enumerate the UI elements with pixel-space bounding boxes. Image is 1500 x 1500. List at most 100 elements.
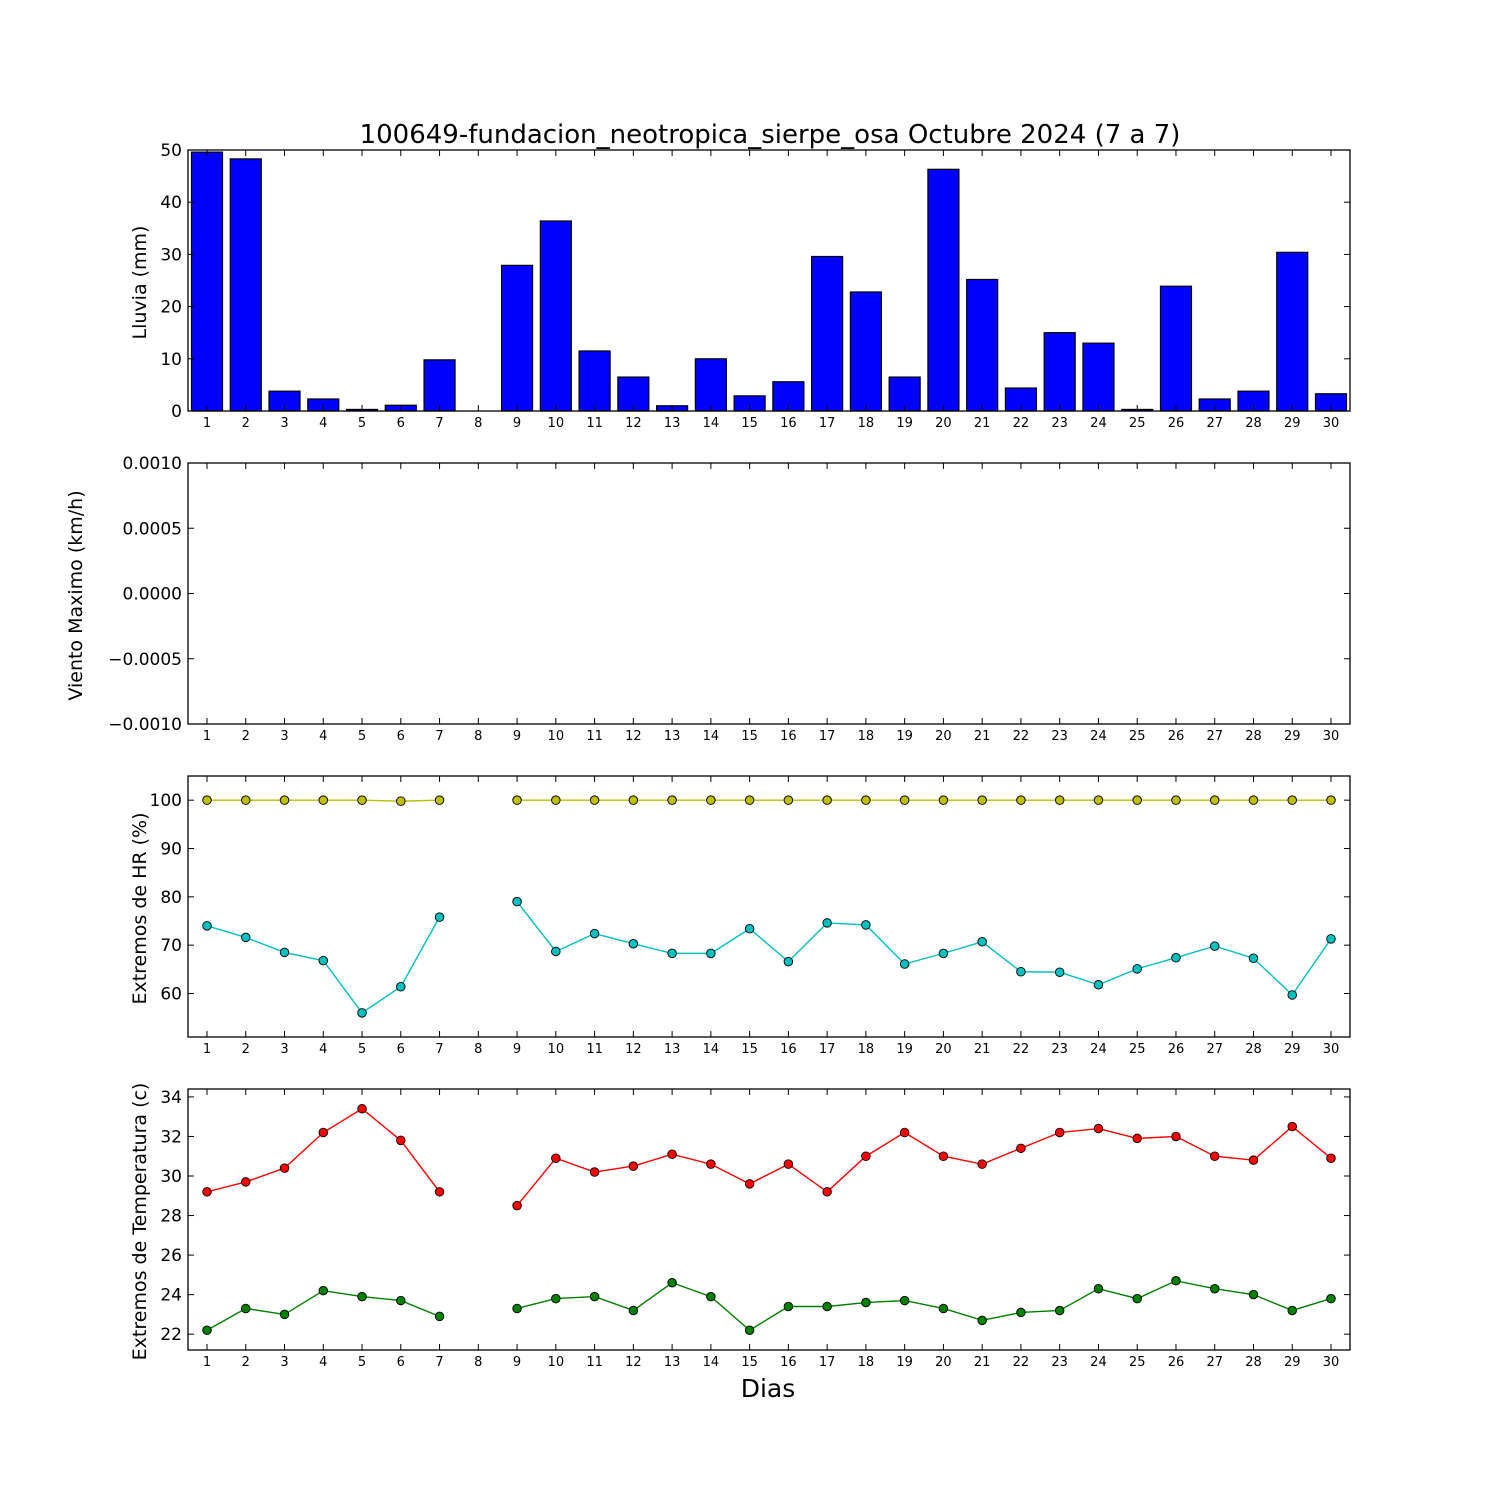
rain-y-tick-label: 50 [160, 141, 182, 161]
humidity-x-tick-label: 29 [1284, 1042, 1301, 1057]
rain-x-tick-label: 26 [1168, 416, 1185, 431]
temperature-x-tick-label: 22 [1013, 1355, 1030, 1370]
humidity-y-tick-label: 70 [160, 936, 182, 956]
humidity-max-point [512, 795, 522, 805]
temperature-x-tick-label: 19 [896, 1355, 913, 1370]
humidity-min-point [512, 896, 522, 907]
temperature-max-point [279, 1163, 290, 1173]
humidity-min-point [1287, 990, 1297, 1000]
humidity-min-point [706, 948, 716, 959]
temperature-min-point [1171, 1276, 1181, 1286]
humidity-x-tick-label: 10 [548, 1042, 565, 1057]
temperature-x-tick-label: 9 [513, 1355, 521, 1370]
rain-y-axis-label: Lluvia (mm) [129, 226, 151, 340]
humidity-min-point [434, 912, 445, 922]
rain-x-tick-label: 7 [435, 416, 443, 431]
humidity-x-tick-label: 22 [1013, 1042, 1030, 1057]
humidity-min-point [1326, 934, 1336, 944]
temperature-x-tick-label: 3 [280, 1355, 288, 1370]
temperature-max-point [434, 1187, 445, 1197]
temperature-max-point [899, 1127, 910, 1138]
humidity-max-point [279, 795, 290, 805]
temperature-x-tick-label: 7 [435, 1355, 443, 1370]
wind-y-tick-label: 0.0010 [123, 454, 182, 474]
humidity-panel: 1 2 3 4 5 6 7 8 9 10 11 12 13 14 15 16 17 18 19 20 21 22 23 24 2… [129, 775, 1351, 1057]
temperature-max-point [744, 1179, 755, 1189]
rain-x-tick-label: 22 [1013, 416, 1030, 431]
temperature-y-tick-label: 34 [160, 1088, 182, 1108]
wind-x-tick-label: 21 [974, 729, 991, 744]
temperature-x-tick-label: 5 [358, 1355, 366, 1370]
wind-x-tick-label: 23 [1051, 729, 1068, 744]
humidity-x-tick-label: 13 [664, 1042, 681, 1057]
humidity-x-tick-label: 30 [1323, 1042, 1340, 1057]
humidity-min-point [1016, 967, 1026, 977]
temperature-max-point [551, 1153, 561, 1163]
humidity-max-point [1016, 795, 1026, 805]
humidity-max-point [1326, 795, 1336, 805]
temperature-x-tick-label: 27 [1206, 1355, 1223, 1370]
temperature-y-tick-label: 28 [160, 1207, 182, 1227]
temperature-x-tick-label: 16 [780, 1355, 797, 1370]
rain-x-tick-label: 24 [1090, 416, 1107, 431]
humidity-max-point [1132, 795, 1142, 805]
rain-x-tick-label: 15 [741, 416, 758, 431]
humidity-y-tick-label: 60 [160, 985, 182, 1005]
wind-x-tick-label: 11 [586, 729, 603, 744]
rain-x-tick-label: 17 [819, 416, 836, 431]
wind-x-tick-label: 10 [548, 729, 565, 744]
temperature-min-point [1016, 1307, 1026, 1318]
humidity-max-point [861, 795, 871, 805]
humidity-y-axis-label: Extremos de HR (%) [129, 812, 151, 1004]
temperature-x-tick-label: 4 [319, 1355, 327, 1370]
temperature-min-point [861, 1297, 871, 1308]
rain-x-tick-label: 8 [474, 416, 482, 431]
temperature-max-point [1016, 1143, 1026, 1154]
rain-x-tick-label: 29 [1284, 416, 1301, 431]
temperature-y-tick-label: 22 [160, 1325, 182, 1345]
temperature-x-tick-label: 11 [586, 1355, 603, 1370]
temperature-min-point [822, 1301, 832, 1312]
temperature-max-point [589, 1167, 600, 1177]
wind-y-tick-label: 0.0005 [123, 519, 182, 539]
temperature-y-tick-label: 26 [160, 1246, 182, 1266]
humidity-max-point [357, 795, 367, 805]
temperature-max-point [938, 1151, 949, 1161]
wind-x-tick-label: 16 [780, 729, 797, 744]
humidity-min-point [744, 923, 755, 934]
temperature-max-point [861, 1151, 871, 1161]
rain-x-tick-label: 2 [242, 416, 250, 431]
temperature-x-tick-label: 20 [935, 1355, 952, 1370]
rain-y-tick-label: 40 [160, 193, 182, 213]
humidity-max-point [706, 795, 716, 805]
temperature-y-tick-label: 32 [160, 1127, 182, 1147]
wind-x-tick-label: 5 [358, 729, 366, 744]
humidity-max-point [822, 795, 832, 805]
humidity-min-point [667, 948, 677, 959]
temperature-max-point [977, 1159, 987, 1169]
humidity-max-point [434, 795, 445, 805]
wind-x-tick-label: 9 [513, 729, 521, 744]
wind-x-tick-label: 29 [1284, 729, 1301, 744]
rain-x-tick-label: 12 [625, 416, 642, 431]
temperature-max-point [667, 1149, 677, 1159]
temperature-y-tick-label: 30 [160, 1167, 182, 1187]
humidity-min-point [551, 946, 561, 957]
rain-bar [1082, 342, 1115, 412]
temperature-max-point [706, 1159, 716, 1169]
rain-x-tick-label: 13 [664, 416, 681, 431]
temperature-x-tick-label: 23 [1051, 1355, 1068, 1370]
temperature-max-point [822, 1187, 832, 1197]
rain-x-tick-label: 25 [1129, 416, 1146, 431]
rain-bar [423, 359, 456, 412]
rain-bar [1159, 285, 1193, 412]
temperature-min-point [1132, 1293, 1142, 1304]
rain-bar [229, 158, 262, 412]
humidity-x-tick-label: 21 [974, 1042, 991, 1057]
temperature-x-tick-label: 2 [242, 1355, 250, 1370]
wind-x-tick-label: 1 [203, 729, 211, 744]
humidity-y-tick-label: 90 [160, 840, 182, 860]
humidity-min-point [899, 959, 910, 969]
